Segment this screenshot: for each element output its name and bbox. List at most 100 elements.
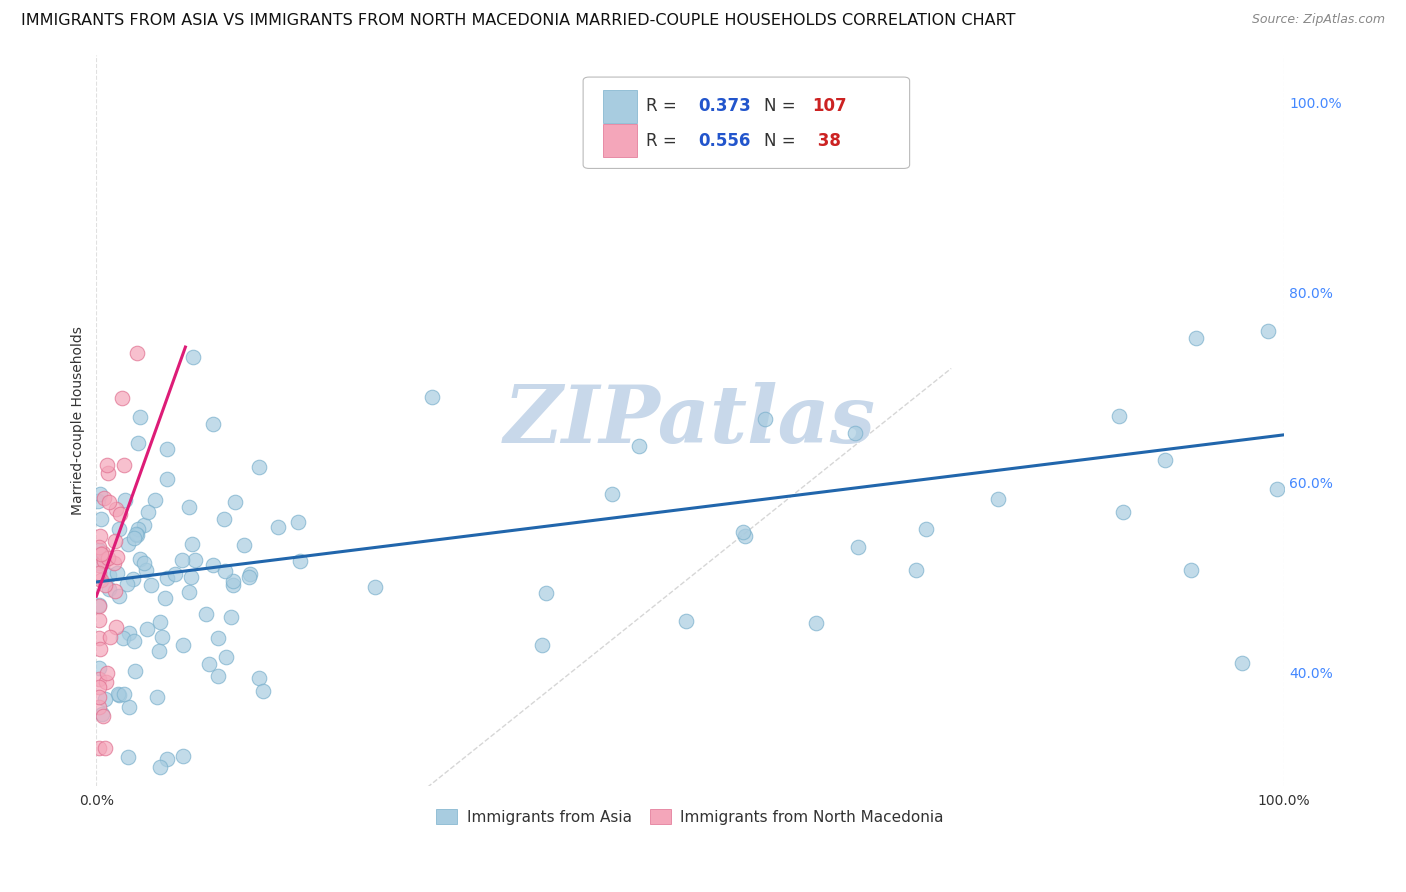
- Point: [93, 491, 115, 505]
- Point: [89, 487, 111, 501]
- Point: [136, 622, 159, 636]
- Point: [207, 668, 229, 682]
- Point: [127, 346, 149, 360]
- Point: [252, 684, 274, 698]
- Point: [97, 466, 120, 480]
- Point: [1180, 563, 1202, 577]
- Text: ZIPatlas: ZIPatlas: [503, 382, 876, 459]
- Point: [87, 613, 110, 627]
- Point: [98, 495, 121, 509]
- Point: [1185, 331, 1208, 345]
- Point: [135, 563, 157, 577]
- Point: [98, 630, 121, 644]
- Point: [212, 512, 235, 526]
- Point: [731, 524, 754, 539]
- Point: [89, 598, 111, 612]
- Point: [844, 425, 866, 440]
- Point: [534, 586, 557, 600]
- Point: [149, 615, 172, 629]
- Point: [89, 529, 111, 543]
- Point: [122, 531, 145, 545]
- Bar: [603, 90, 637, 123]
- Point: [105, 566, 128, 580]
- Point: [115, 577, 138, 591]
- Point: [846, 540, 869, 554]
- Point: [117, 537, 139, 551]
- Point: [197, 657, 219, 671]
- Point: [90, 573, 112, 587]
- Point: [97, 551, 120, 566]
- Point: [87, 558, 110, 573]
- Text: N =: N =: [763, 97, 800, 115]
- Point: [105, 502, 128, 516]
- Legend: Immigrants from Asia, Immigrants from North Macedonia: Immigrants from Asia, Immigrants from No…: [430, 804, 950, 831]
- Point: [215, 649, 238, 664]
- Point: [222, 574, 245, 589]
- Point: [93, 692, 115, 706]
- Point: [117, 749, 139, 764]
- Y-axis label: Married-couple Households: Married-couple Households: [72, 326, 86, 515]
- Point: [87, 599, 110, 613]
- Point: [87, 660, 110, 674]
- Point: [1265, 483, 1288, 497]
- Point: [87, 556, 110, 570]
- Point: [87, 566, 110, 580]
- Point: [127, 522, 149, 536]
- FancyBboxPatch shape: [583, 77, 910, 169]
- Point: [124, 526, 146, 541]
- Point: [111, 392, 134, 406]
- Point: [105, 549, 128, 564]
- Point: [111, 631, 134, 645]
- Text: 38: 38: [813, 132, 841, 150]
- Point: [104, 584, 127, 599]
- Point: [146, 690, 169, 704]
- Bar: [603, 124, 637, 157]
- Point: [112, 687, 135, 701]
- Point: [290, 554, 312, 568]
- Point: [129, 551, 152, 566]
- Point: [530, 638, 553, 652]
- Point: [222, 577, 245, 591]
- Point: [104, 620, 127, 634]
- Point: [247, 671, 270, 685]
- Point: [987, 491, 1010, 506]
- Point: [172, 638, 194, 652]
- Point: [219, 610, 242, 624]
- Point: [87, 672, 110, 686]
- Point: [87, 543, 110, 558]
- Point: [148, 643, 170, 657]
- Point: [180, 570, 202, 584]
- Point: [1112, 504, 1135, 518]
- Point: [734, 528, 756, 542]
- Point: [87, 541, 110, 555]
- Point: [117, 699, 139, 714]
- Point: [201, 417, 224, 431]
- Text: 0.373: 0.373: [699, 97, 751, 115]
- Point: [156, 442, 179, 456]
- Point: [90, 706, 112, 721]
- Text: 107: 107: [813, 97, 846, 115]
- Point: [420, 390, 443, 404]
- Point: [127, 527, 149, 541]
- Point: [89, 641, 111, 656]
- Point: [214, 564, 236, 578]
- Point: [91, 708, 114, 723]
- Point: [1154, 453, 1177, 467]
- Point: [177, 584, 200, 599]
- Point: [201, 558, 224, 572]
- Point: [149, 760, 172, 774]
- Point: [103, 556, 125, 570]
- Point: [97, 567, 120, 582]
- Point: [179, 500, 201, 514]
- Text: Source: ZipAtlas.com: Source: ZipAtlas.com: [1251, 13, 1385, 27]
- Point: [122, 572, 145, 586]
- Point: [124, 664, 146, 678]
- Point: [87, 680, 110, 694]
- Text: R =: R =: [645, 132, 682, 150]
- Point: [150, 631, 173, 645]
- Point: [156, 571, 179, 585]
- Point: [156, 752, 179, 766]
- Point: [364, 580, 387, 594]
- Point: [103, 534, 125, 549]
- Point: [107, 686, 129, 700]
